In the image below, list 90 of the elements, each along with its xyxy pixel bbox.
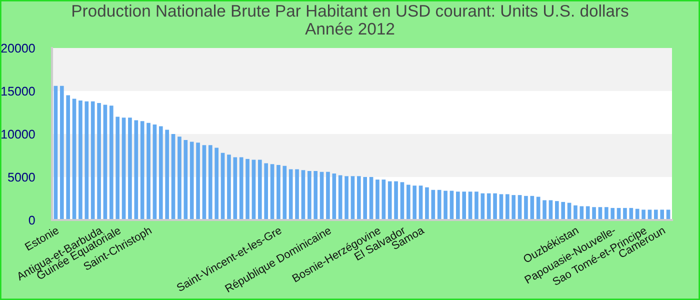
bar [642, 210, 646, 220]
bar [246, 158, 250, 220]
bar [326, 172, 330, 220]
bar [60, 86, 64, 220]
bar [295, 169, 299, 220]
y-tick-label: 5000 [8, 172, 35, 182]
bar [561, 202, 566, 220]
bar [660, 210, 664, 220]
y-tick-label: 15000 [2, 86, 35, 96]
bar [276, 164, 280, 220]
bar [184, 140, 188, 220]
bar [623, 208, 627, 220]
bar [270, 164, 274, 220]
bar [178, 136, 182, 220]
bar [480, 193, 485, 220]
bar [146, 122, 150, 220]
y-tick-label: 10000 [2, 130, 35, 139]
bar [654, 210, 658, 220]
bar [72, 98, 76, 220]
bar [97, 103, 101, 220]
bar [84, 101, 89, 220]
bar [314, 170, 318, 220]
chart-title: Production Nationale Brute Par Habitant en USD courant: Units U.S. dollars Année 2012 [72, 4, 628, 35]
bar [66, 95, 70, 220]
bar [208, 145, 212, 220]
bar [190, 142, 194, 220]
bar [233, 157, 238, 220]
bar [152, 124, 157, 220]
bar [530, 196, 534, 220]
bar [140, 121, 144, 220]
bar [505, 194, 510, 220]
bar [437, 190, 442, 220]
bar [332, 174, 336, 220]
bar [363, 177, 368, 220]
bar [635, 208, 640, 220]
bar [78, 100, 82, 220]
bar [406, 184, 410, 220]
bar [338, 175, 342, 220]
bar [134, 120, 138, 220]
bar [116, 116, 120, 220]
bar [165, 130, 170, 220]
bar [264, 163, 268, 220]
bar [486, 193, 491, 220]
bar [90, 101, 95, 220]
bar [610, 208, 615, 220]
bar [462, 192, 466, 220]
bar [301, 170, 306, 220]
bar [382, 180, 386, 220]
bar [288, 169, 293, 220]
bar [282, 166, 287, 220]
bar [425, 187, 429, 220]
bar [574, 205, 578, 220]
bar [202, 145, 206, 220]
bar [388, 181, 392, 220]
bar [307, 170, 312, 220]
bar [580, 206, 584, 220]
bar [444, 190, 448, 220]
bar [220, 152, 225, 220]
bar [54, 86, 58, 220]
bar [376, 180, 380, 220]
bar [158, 126, 163, 220]
bar [592, 207, 596, 220]
bar [128, 118, 132, 220]
bar [512, 195, 516, 220]
bar [524, 196, 528, 220]
bar [474, 192, 478, 220]
bar [196, 142, 200, 220]
bar [258, 160, 262, 220]
bar [344, 176, 348, 220]
bar [394, 181, 398, 220]
y-tick-label: 20000 [1, 44, 35, 53]
bar [356, 176, 361, 220]
bar [227, 154, 231, 220]
bar [536, 196, 540, 220]
bar [122, 118, 126, 220]
bar [493, 193, 497, 220]
bar [239, 157, 244, 220]
bar [103, 104, 108, 220]
bar [604, 207, 608, 220]
bar [456, 192, 460, 220]
bar [431, 190, 436, 220]
bar [542, 200, 546, 220]
bar [214, 148, 219, 220]
bar [554, 201, 559, 220]
bar [412, 186, 417, 220]
bar [109, 106, 114, 220]
bar [586, 206, 590, 220]
bar [629, 208, 634, 220]
bar [171, 134, 176, 220]
y-tick-label: 0 [28, 216, 35, 225]
